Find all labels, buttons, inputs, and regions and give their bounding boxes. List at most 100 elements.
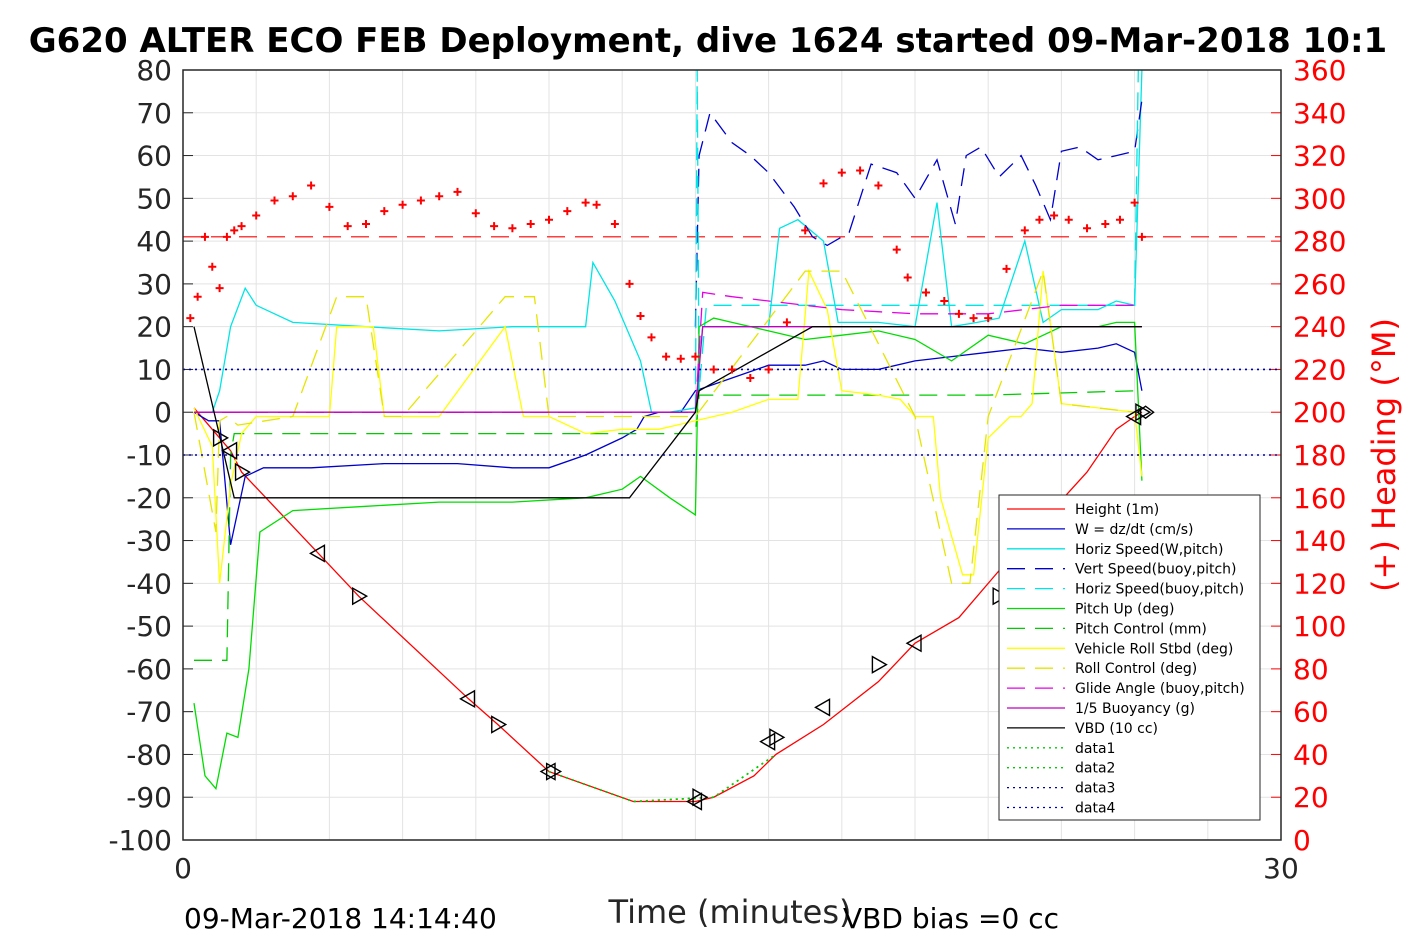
triangle-marker: [491, 715, 508, 734]
heading-plus-marker: [1035, 215, 1044, 224]
legend-label-13: data1: [1075, 741, 1115, 757]
y-tick-label: 40: [136, 225, 172, 258]
heading-plus-marker: [1101, 220, 1110, 228]
heading-plus-marker: [237, 222, 246, 231]
axis-ticks: 80706050403020100-10-20-30-40-50-60-70-8…: [108, 54, 1346, 885]
y-tick-label: 10: [136, 353, 172, 386]
triangle-marker: [221, 441, 238, 460]
heading-plus-marker: [1083, 224, 1092, 233]
heading-plus-marker: [215, 284, 224, 293]
heading-plus-marker: [193, 292, 202, 301]
heading-plus-marker: [625, 279, 634, 288]
legend-label-5: Horiz Speed(buoy,pitch): [1075, 582, 1244, 598]
triangle-marker: [685, 792, 703, 811]
heading-plus-marker: [526, 220, 535, 228]
heading-plus-marker: [592, 200, 601, 209]
y-tick-label: -10: [126, 439, 172, 472]
legend-label-3: Horiz Speed(W,pitch): [1075, 542, 1223, 558]
heading-plus-marker: [471, 209, 480, 218]
triangle-marker: [545, 762, 563, 781]
heading-plus-marker: [1130, 198, 1139, 207]
legend-label-4: Vert Speed(buoy,pitch): [1075, 562, 1237, 578]
heading-plus-marker: [380, 207, 389, 216]
heading-plus-marker: [874, 181, 883, 190]
heading-plus-marker: [691, 352, 700, 361]
y-right-tick-label: 340: [1293, 97, 1346, 130]
heading-plus-marker: [984, 314, 993, 323]
y-right-tick-label: 300: [1293, 182, 1346, 215]
y-right-tick-label: 20: [1293, 781, 1329, 814]
y-tick-label: 30: [136, 268, 172, 301]
heading-plus-marker: [490, 222, 499, 231]
triangle-marker: [759, 732, 776, 751]
heading-plus-marker: [563, 207, 572, 216]
series-line-7: [194, 390, 1142, 661]
right-axis-label: (+) Heading (°M): [1365, 318, 1403, 592]
y-tick-label: 50: [136, 182, 172, 215]
y-tick-label: -100: [108, 824, 172, 857]
y-right-tick-label: 40: [1293, 738, 1329, 771]
heading-plus-marker: [1115, 215, 1124, 224]
y-tick-label: 70: [136, 97, 172, 130]
heading-plus-marker: [746, 374, 755, 382]
y-right-tick-label: 200: [1293, 396, 1346, 429]
y-tick-label: -70: [126, 696, 172, 729]
y-tick-label: 20: [136, 311, 172, 344]
plot-frame: [182, 69, 1282, 841]
marker-layer: [186, 166, 1155, 811]
heading-plus-marker: [581, 198, 590, 207]
y-right-tick-label: 120: [1293, 567, 1346, 600]
y-right-tick-label: 220: [1293, 353, 1346, 386]
y-right-tick-label: 320: [1293, 140, 1346, 173]
y-right-tick-label: 180: [1293, 439, 1346, 472]
heading-plus-marker: [343, 222, 352, 231]
y-tick-label: -20: [126, 482, 172, 515]
heading-plus-marker: [208, 262, 217, 271]
triangle-marker: [1125, 407, 1142, 426]
legend-label-12: VBD (10 cc): [1075, 721, 1158, 737]
y-right-tick-label: 260: [1293, 268, 1346, 301]
heading-plus-marker: [200, 232, 209, 241]
y-tick-label: 0: [154, 396, 172, 429]
heading-plus-marker: [801, 226, 810, 235]
triangle-marker: [692, 788, 709, 807]
x-tick-label: 0: [174, 852, 192, 885]
heading-plus-marker: [903, 273, 912, 282]
heading-plus-marker: [662, 352, 671, 361]
triangle-marker: [905, 634, 922, 653]
heading-plus-marker: [416, 196, 425, 205]
y-tick-label: -30: [126, 525, 172, 558]
legend-label-14: data2: [1075, 761, 1115, 777]
series-line-10: [194, 291, 1135, 413]
series-line-4: [694, 99, 1143, 327]
heading-plus-marker: [636, 311, 645, 320]
legend-label-10: Glide Angle (buoy,pitch): [1075, 681, 1245, 697]
heading-plus-marker: [435, 192, 444, 201]
footer-vbd-bias: VBD bias =0 cc: [843, 902, 1059, 935]
y-tick-label: 60: [136, 140, 172, 173]
heading-plus-marker: [676, 354, 685, 363]
y-right-tick-label: 0: [1293, 824, 1311, 857]
triangle-marker: [871, 655, 888, 674]
footer-datetime: 09-Mar-2018 14:14:40: [184, 902, 497, 935]
heading-plus-marker: [1050, 211, 1059, 220]
y-right-tick-label: 140: [1293, 525, 1346, 558]
y-right-tick-label: 240: [1293, 311, 1346, 344]
y-right-tick-label: 80: [1293, 653, 1329, 686]
legend-label-16: data4: [1075, 801, 1116, 817]
series-line-8: [193, 268, 1143, 584]
heading-plus-marker: [186, 314, 195, 323]
y-right-tick-label: 280: [1293, 225, 1346, 258]
end-diamond-marker: [1136, 405, 1155, 420]
heading-plus-marker: [362, 220, 370, 228]
x-axis-label: Time (minutes): [608, 893, 852, 931]
y-tick-label: -60: [126, 653, 172, 686]
legend-box: [998, 494, 1261, 821]
y-tick-label: -50: [126, 610, 172, 643]
heading-plus-marker: [1064, 215, 1073, 224]
legend-label-15: data3: [1075, 781, 1115, 797]
heading-plus-marker: [954, 309, 963, 318]
heading-plus-marker: [398, 200, 407, 209]
heading-plus-marker: [819, 179, 828, 188]
y-right-tick-label: 160: [1293, 482, 1346, 515]
